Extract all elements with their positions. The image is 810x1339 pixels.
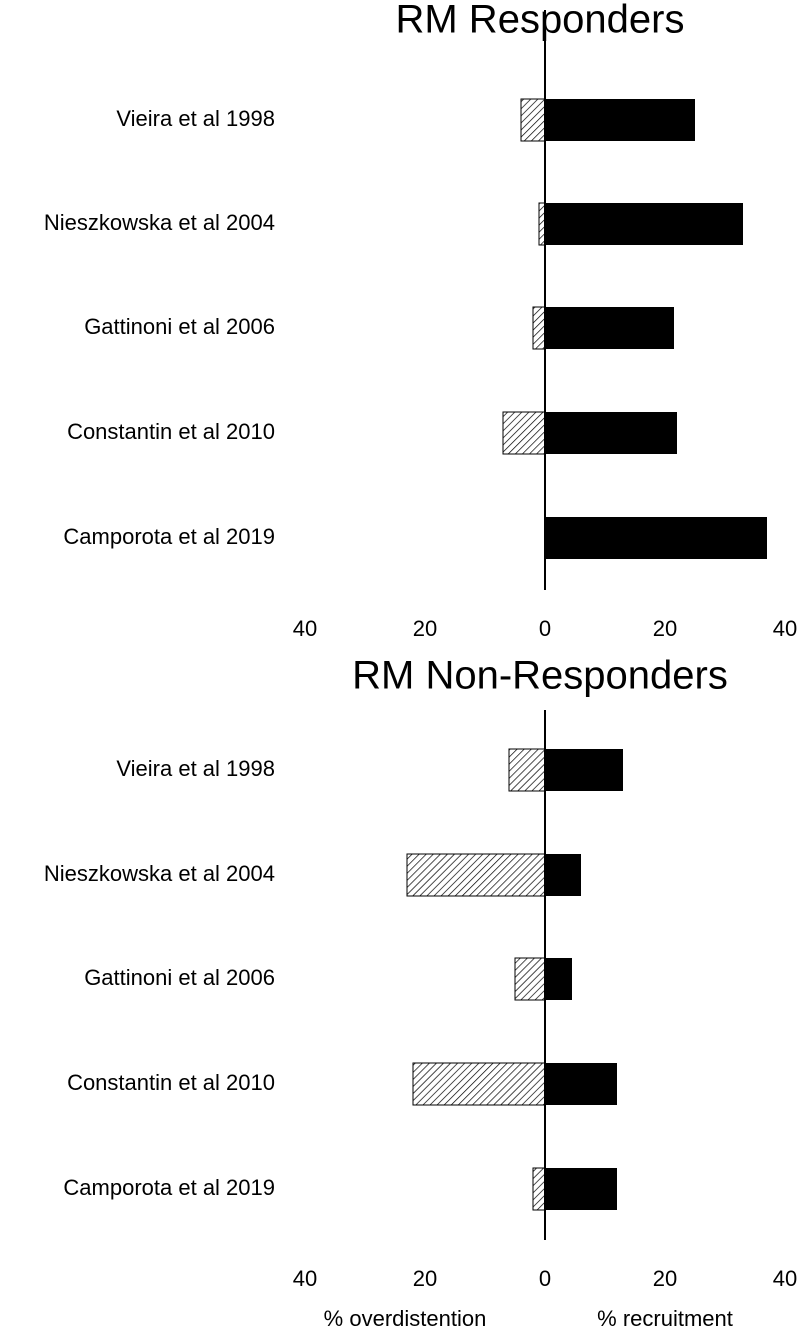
x-tick-label: 20 (653, 616, 677, 641)
category-label: Vieira et al 1998 (116, 756, 275, 781)
recruitment-bar (545, 203, 743, 245)
recruitment-bar (545, 307, 674, 349)
category-label: Nieszkowska et al 2004 (44, 210, 275, 235)
overdistention-bar (514, 957, 546, 1001)
category-label: Constantin et al 2010 (67, 1070, 275, 1095)
category-label: Vieira et al 1998 (116, 106, 275, 131)
chart-title: RM Non-Responders (352, 654, 728, 698)
x-tick-label: 20 (413, 616, 437, 641)
recruitment-bar (545, 412, 677, 454)
recruitment-bar (545, 1063, 617, 1105)
recruitment-bar (545, 854, 581, 896)
x-tick-label: 20 (413, 1266, 437, 1291)
category-label: Camporota et al 2019 (63, 524, 275, 549)
recruitment-bar (545, 99, 695, 141)
overdistention-bar (508, 748, 546, 792)
overdistention-bar (412, 1062, 546, 1106)
x-tick-label: 40 (773, 616, 797, 641)
category-label: Nieszkowska et al 2004 (44, 861, 275, 886)
overdistention-bar (502, 411, 546, 455)
category-label: Gattinoni et al 2006 (84, 314, 275, 339)
x-axis-label: % recruitment (597, 1306, 733, 1331)
x-tick-label: 20 (653, 1266, 677, 1291)
x-tick-label: 0 (539, 1266, 551, 1291)
category-label: Camporota et al 2019 (63, 1175, 275, 1200)
category-label: Gattinoni et al 2006 (84, 965, 275, 990)
x-axis-label: % overdistention (324, 1306, 487, 1331)
recruitment-bar (545, 749, 623, 791)
overdistention-bar (520, 98, 546, 142)
overdistention-bar (532, 1167, 546, 1211)
category-label: Constantin et al 2010 (67, 419, 275, 444)
x-tick-label: 40 (293, 616, 317, 641)
recruitment-bar (545, 1168, 617, 1210)
overdistention-bar (406, 853, 546, 897)
x-tick-label: 40 (773, 1266, 797, 1291)
overdistention-bar (532, 306, 546, 350)
x-tick-label: 40 (293, 1266, 317, 1291)
x-tick-label: 0 (539, 616, 551, 641)
recruitment-bar (545, 517, 767, 559)
recruitment-bar (545, 958, 572, 1000)
chart-title: RM Responders (395, 0, 684, 42)
